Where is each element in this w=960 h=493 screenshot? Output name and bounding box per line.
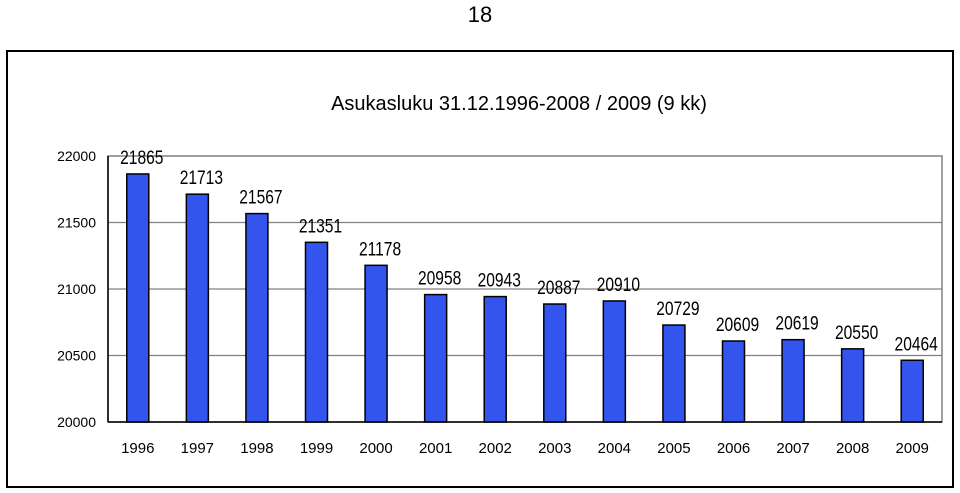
x-tick-label: 1997 — [181, 440, 214, 457]
data-label: 21567 — [239, 186, 282, 208]
y-tick-label: 20500 — [57, 348, 96, 364]
data-labels: 21865 21713 21567 21351 21178 20958 20943 20887… — [120, 146, 938, 354]
bar — [662, 324, 686, 423]
y-axis-ticks: 20000 20500 21000 21500 22000 — [57, 148, 96, 430]
x-tick-label: 2003 — [538, 440, 571, 457]
gridlines — [107, 155, 943, 423]
bar — [602, 300, 627, 423]
y-tick-label: 22000 — [57, 148, 96, 164]
data-label: 20910 — [597, 273, 640, 295]
data-label: 20943 — [478, 269, 521, 291]
page-number: 18 — [467, 2, 493, 27]
bar — [900, 359, 924, 423]
data-label: 20958 — [418, 267, 461, 289]
y-tick-label: 20000 — [57, 414, 96, 430]
data-label: 20550 — [835, 321, 878, 343]
x-axis-ticks: 1996 1997 1998 1999 2000 2001 2002 2003 2004 2005… — [121, 440, 929, 457]
data-label: 21351 — [299, 215, 342, 237]
data-label: 20729 — [656, 298, 699, 320]
y-tick-label: 21000 — [57, 281, 96, 297]
x-tick-label: 2001 — [419, 440, 452, 457]
bar — [185, 193, 210, 423]
x-tick-label: 2005 — [657, 440, 690, 457]
x-tick-label: 2000 — [359, 440, 392, 457]
x-tick-label: 2002 — [479, 440, 512, 457]
bar — [483, 295, 507, 423]
data-label: 21865 — [120, 146, 163, 168]
bar — [245, 212, 269, 423]
x-tick-label: 2007 — [776, 440, 809, 457]
x-tick-label: 2008 — [836, 440, 869, 457]
bars — [126, 173, 924, 423]
bar — [840, 348, 865, 423]
bar — [781, 338, 805, 423]
x-tick-label: 1996 — [121, 440, 154, 457]
bar — [543, 303, 567, 423]
x-tick-label: 2004 — [598, 440, 631, 457]
data-label: 21178 — [359, 238, 401, 260]
data-label: 21713 — [180, 167, 223, 189]
data-label: 20464 — [895, 333, 939, 355]
bar — [423, 293, 448, 423]
data-label: 20619 — [775, 312, 818, 334]
x-tick-label: 2009 — [896, 440, 929, 457]
y-tick-label: 21500 — [57, 215, 96, 231]
x-tick-label: 2006 — [717, 440, 750, 457]
x-tick-label: 1999 — [300, 440, 333, 457]
data-label: 20887 — [537, 277, 580, 299]
bar — [364, 264, 388, 423]
bar — [721, 340, 746, 423]
bar — [304, 241, 329, 423]
data-label: 20609 — [716, 314, 759, 336]
bar — [126, 173, 150, 423]
chart-frame — [6, 50, 954, 488]
chart-title: Asukasluku 31.12.1996-2008 / 2009 (9 kk) — [331, 93, 707, 115]
x-tick-label: 1998 — [240, 440, 273, 457]
